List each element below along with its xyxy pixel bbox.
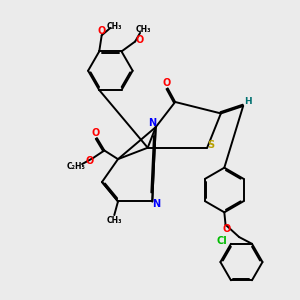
- Text: O: O: [98, 26, 106, 36]
- Text: N: N: [152, 199, 160, 209]
- Text: CH₃: CH₃: [106, 22, 122, 31]
- Text: N: N: [148, 118, 156, 128]
- Text: CH₃: CH₃: [136, 25, 152, 34]
- Text: Cl: Cl: [217, 236, 228, 246]
- Text: S: S: [207, 140, 214, 150]
- Text: O: O: [92, 128, 100, 138]
- Text: CH₃: CH₃: [106, 215, 122, 224]
- Text: O: O: [135, 35, 143, 45]
- Text: H: H: [244, 97, 251, 106]
- Text: C₂H₅: C₂H₅: [66, 162, 85, 171]
- Text: O: O: [162, 78, 171, 88]
- Text: O: O: [223, 224, 231, 234]
- Text: O: O: [85, 156, 94, 166]
